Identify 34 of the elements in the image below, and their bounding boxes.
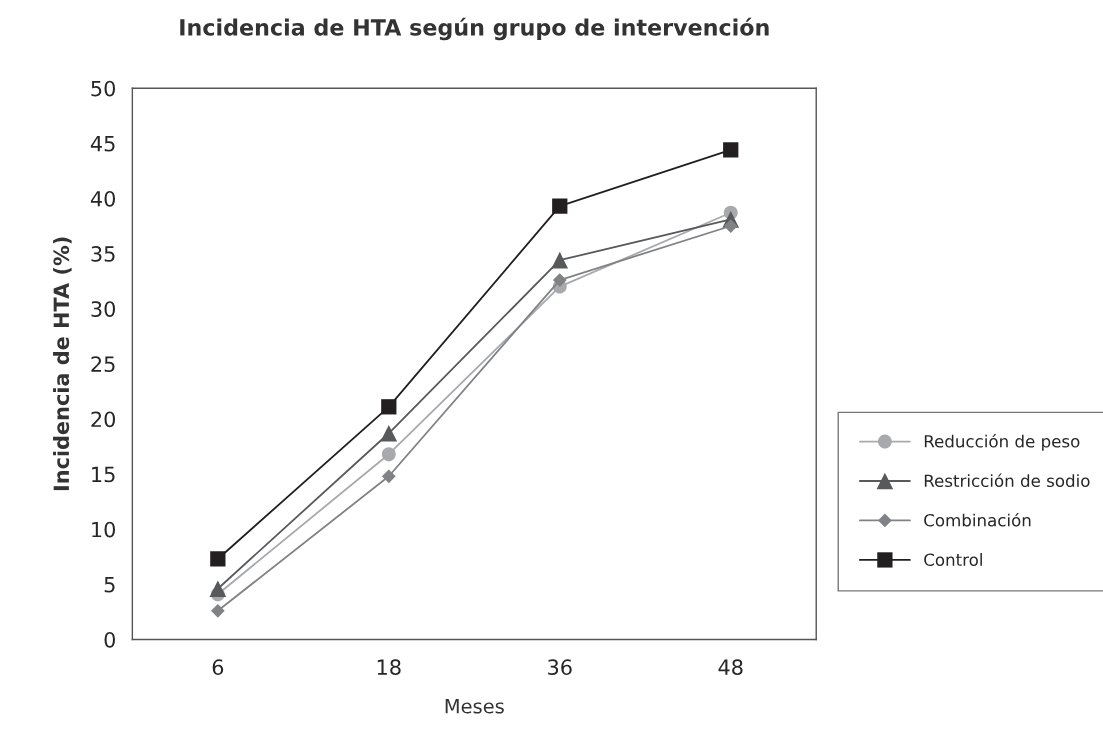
y-tick-label: 15 <box>92 466 115 483</box>
y-tick-label: 20 <box>91 411 115 428</box>
point <box>380 424 398 442</box>
y-tick-label: 45 <box>90 136 115 152</box>
y-tick-label: 30 <box>91 301 115 317</box>
point <box>381 447 396 462</box>
x-tick-label: 48 <box>718 659 743 676</box>
legend-label: Restricción de sodio <box>924 473 1090 488</box>
point <box>209 580 227 598</box>
point <box>210 551 226 567</box>
point <box>723 142 739 158</box>
y-tick-label: 40 <box>90 190 115 207</box>
point <box>381 399 397 415</box>
y-tick-label: 10 <box>92 521 115 538</box>
y-tick-label: 35 <box>91 246 115 262</box>
x-tick-label: 36 <box>548 659 572 676</box>
y-tick-label: 25 <box>91 356 115 373</box>
legend-label: Control <box>924 553 982 566</box>
point <box>210 603 225 618</box>
y-axis-title: Incidencia de HTA (%) <box>53 237 72 491</box>
chart-title: Incidencia de HTA según grupo de intervención <box>180 17 769 41</box>
x-tick-label: 6 <box>212 659 224 676</box>
point <box>552 198 568 214</box>
point <box>551 251 569 269</box>
y-tick-label: 5 <box>104 577 115 593</box>
point <box>552 273 567 287</box>
legend-label: Combinación <box>924 512 1031 527</box>
x-tick-label: 18 <box>377 659 401 676</box>
y-tick-label: 50 <box>91 80 115 97</box>
x-axis-title: Meses <box>445 699 504 714</box>
legend-label: Reducción de peso <box>924 434 1080 451</box>
y-tick-label: 0 <box>104 631 115 648</box>
point <box>381 469 396 484</box>
point <box>723 219 738 233</box>
